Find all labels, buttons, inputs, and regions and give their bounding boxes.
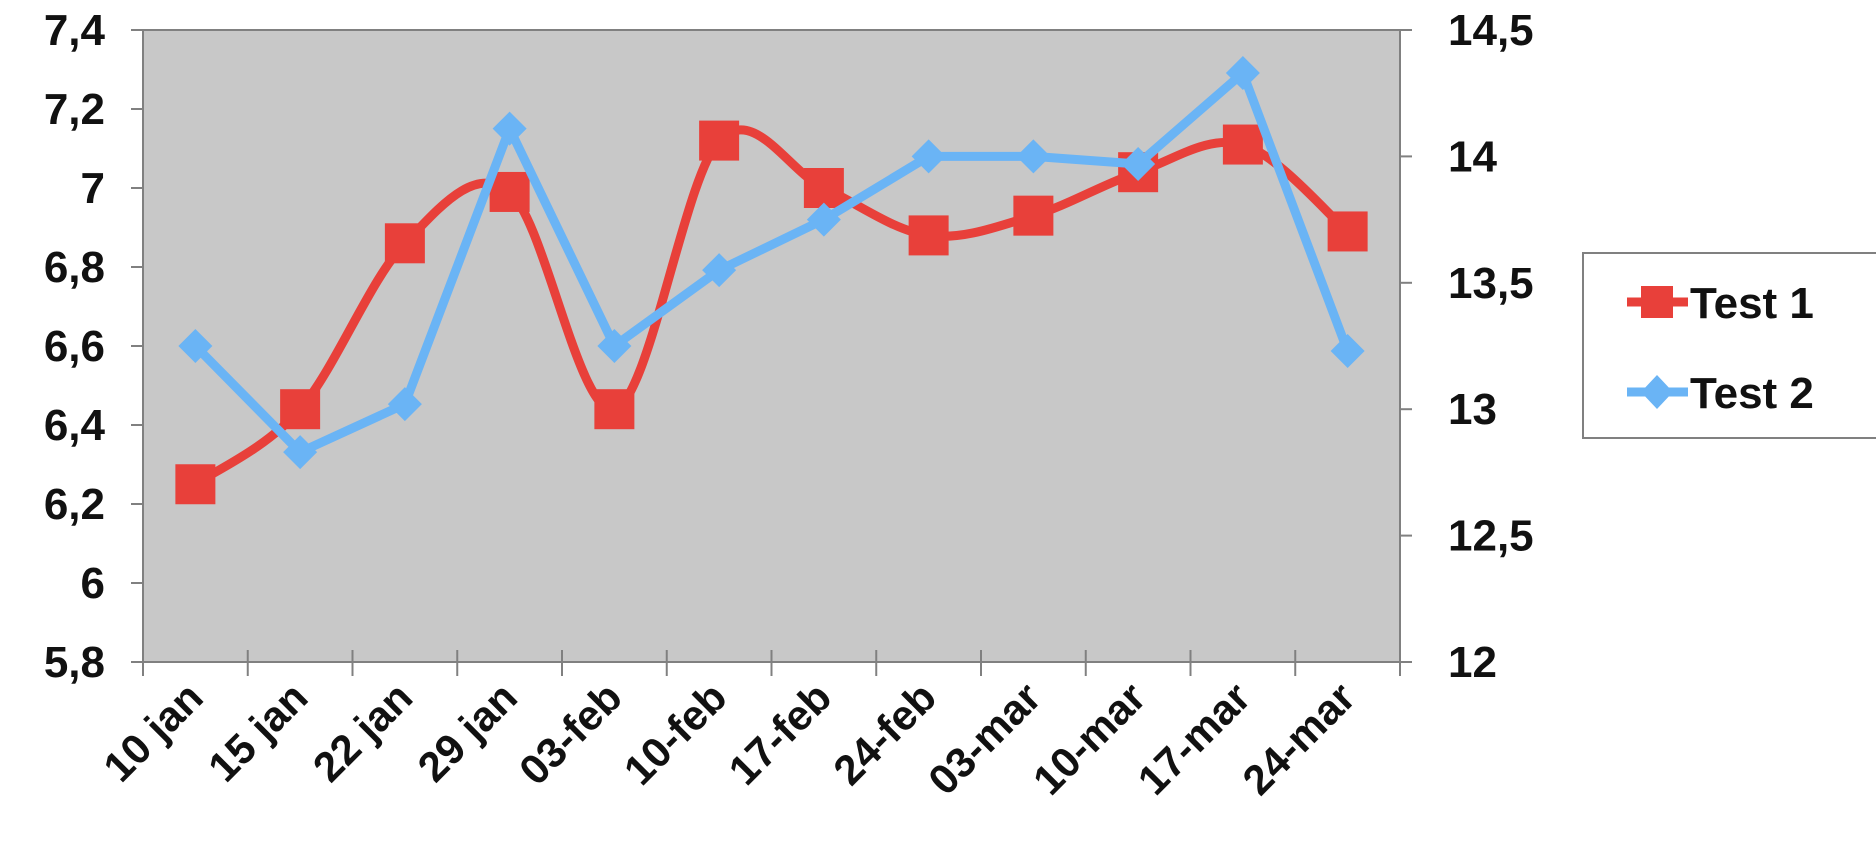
- data-point-test-1: [803, 168, 844, 208]
- x-tick-label: 17-feb: [720, 673, 841, 794]
- data-point-test-1: [1327, 211, 1368, 252]
- data-point-test-1: [489, 171, 530, 212]
- data-point-test-2: [1121, 146, 1156, 181]
- data-point-test-2: [597, 329, 632, 363]
- left-tick-label: 6,4: [44, 401, 106, 450]
- right-tick-label: 14: [1448, 132, 1497, 181]
- data-point-test-1: [1222, 124, 1263, 165]
- right-tick-label: 13,5: [1448, 259, 1534, 308]
- left-tick-label: 6,2: [44, 480, 105, 529]
- x-tick-label: 03-feb: [510, 673, 631, 794]
- x-tick-label: 15 jan: [199, 673, 316, 790]
- legend-label-test-2: Test 2: [1690, 369, 1814, 418]
- left-tick-label: 6,8: [44, 243, 105, 292]
- right-tick-label: 13: [1448, 385, 1497, 434]
- data-point-test-2: [1330, 334, 1365, 369]
- data-point-test-2: [283, 435, 318, 470]
- legend-marker-test-2: [1641, 375, 1673, 409]
- data-point-test-2: [178, 329, 213, 363]
- legend: Test 1 Test 2: [1582, 252, 1876, 439]
- x-tick-label: 29 jan: [409, 673, 526, 790]
- x-tick-label: 03-mar: [919, 673, 1050, 804]
- right-tick-label: 12,5: [1448, 512, 1534, 561]
- data-point-test-2: [1225, 55, 1260, 90]
- data-point-test-2: [702, 253, 737, 288]
- left-tick-label: 7,2: [44, 85, 105, 134]
- x-tick-label: 10-feb: [615, 673, 736, 794]
- data-point-test-2: [492, 111, 527, 146]
- left-y-axis: 7,4 7,2 7 6,8 6,6 6,4 6,2 6 5,8: [44, 6, 144, 687]
- data-point-test-1: [699, 120, 740, 161]
- data-point-test-2: [387, 387, 422, 422]
- left-tick-label: 7,4: [44, 6, 106, 55]
- series-layer: [175, 55, 1368, 505]
- x-tick-label: 10 jan: [94, 673, 211, 790]
- x-tick-label: 22 jan: [304, 673, 421, 790]
- data-point-test-1: [908, 215, 949, 256]
- left-tick-label: 7: [81, 164, 105, 213]
- legend-marker-test-1: [1641, 286, 1673, 318]
- x-tick-label: 10-mar: [1024, 673, 1155, 804]
- x-tick-label: 24-mar: [1233, 673, 1364, 804]
- legend-label-test-1: Test 1: [1690, 279, 1814, 328]
- legend-box: [1582, 252, 1876, 439]
- x-tick-label: 17-mar: [1129, 673, 1260, 804]
- right-tick-label: 12: [1448, 638, 1497, 687]
- left-tick-label: 6,6: [44, 322, 105, 371]
- left-tick-label: 5,8: [44, 638, 105, 687]
- data-point-test-1: [175, 464, 216, 505]
- data-point-test-2: [806, 202, 841, 237]
- right-y-axis: 14,5 14 13,5 13 12,5 12: [1399, 6, 1534, 687]
- data-point-test-1: [280, 389, 321, 430]
- data-point-test-2: [1016, 139, 1051, 174]
- left-tick-label: 6: [81, 559, 105, 608]
- data-point-test-2: [911, 139, 946, 174]
- right-tick-label: 14,5: [1448, 6, 1534, 55]
- plot-area: [142, 29, 1401, 663]
- data-point-test-1: [1013, 195, 1054, 236]
- data-point-test-1: [384, 223, 425, 264]
- data-point-test-1: [594, 389, 635, 430]
- series-line-test-2: [190, 68, 1353, 457]
